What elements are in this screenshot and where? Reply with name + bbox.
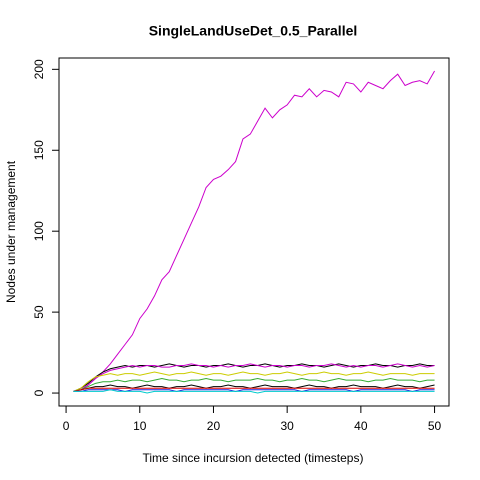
x-tick-label: 10 xyxy=(133,419,147,433)
x-tick-label: 0 xyxy=(63,419,70,433)
x-tick-label: 20 xyxy=(207,419,221,433)
y-tick-label: 150 xyxy=(32,140,46,160)
series-line xyxy=(73,389,435,392)
y-tick-label: 50 xyxy=(32,305,46,319)
series-line xyxy=(73,371,435,392)
x-axis-label: Time since incursion detected (timesteps… xyxy=(143,451,364,465)
x-tick-label: 50 xyxy=(428,419,442,433)
series-line xyxy=(73,363,435,392)
y-tick-label: 100 xyxy=(32,221,46,241)
series-line xyxy=(73,363,435,392)
series-line xyxy=(73,387,435,392)
series-line xyxy=(73,389,435,394)
y-axis-label: Nodes under management xyxy=(4,160,18,303)
y-tick-label: 0 xyxy=(32,389,46,396)
series-line xyxy=(73,377,435,392)
chart-title: SingleLandUseDet_0.5_Parallel xyxy=(149,23,358,39)
y-tick-label: 200 xyxy=(32,59,46,79)
series-line xyxy=(73,70,435,392)
x-tick-label: 40 xyxy=(354,419,368,433)
x-tick-label: 30 xyxy=(280,419,294,433)
